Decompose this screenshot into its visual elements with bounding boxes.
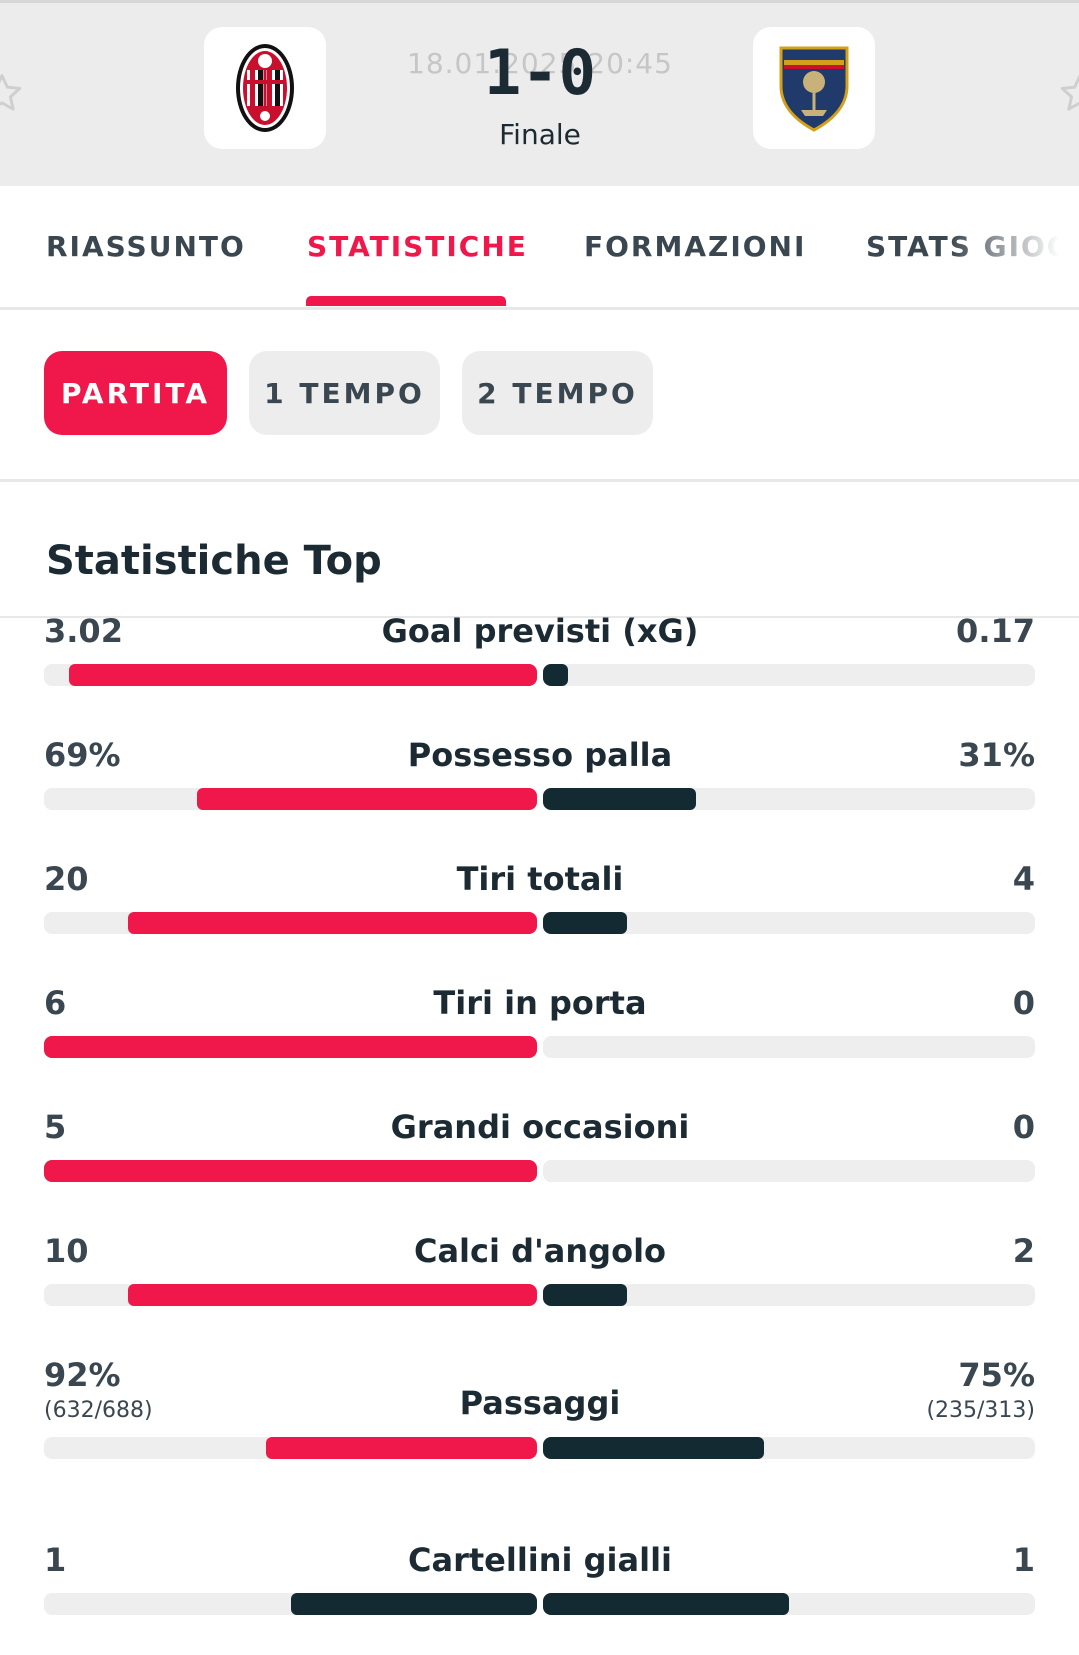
favorite-star-icon[interactable] [1058,71,1079,115]
stat-away-value: 4 [1012,860,1035,898]
stat-home-value: 6 [44,984,67,1022]
home-bar-fill [68,664,537,686]
home-bar-fill [127,1284,537,1306]
home-bar-fill [290,1593,537,1615]
home-bar-track [44,664,537,686]
away-bar-track [543,1437,1035,1459]
stat-home-value: 5 [44,1108,67,1146]
home-bar-track [44,788,537,810]
stat-label: Goal previsti (xG) [381,612,699,650]
section-title: Statistiche Top [46,538,382,584]
favorite-star-icon[interactable] [0,71,24,115]
stat-home-value: 92% [44,1356,121,1394]
away-team-logo[interactable] [753,27,875,149]
stat-home-value: 3.02 [44,612,123,650]
stat-away-value: 0 [1012,984,1035,1022]
period-filter: PARTITA 1 TEMPO 2 TEMPO [0,310,1079,482]
stat-label: Tiri totali [456,860,624,898]
match-score: 1-0 [484,36,596,109]
tabs-overflow-fade [949,186,1079,306]
home-bar-track [44,1036,537,1058]
stat-away-value: 31% [958,736,1035,774]
stat-away-value: 75% [958,1356,1035,1394]
match-header: 18.01.2025 20:45 1-0 Finale [0,0,1079,186]
period-1-tempo-button[interactable]: 1 TEMPO [249,351,440,435]
stat-away-value: 0.17 [956,612,1035,650]
home-bar-track [44,1437,537,1459]
match-tabs: RIASSUNTO STATISTICHE FORMAZIONI STATS G… [0,186,1079,310]
stat-label: Passaggi [459,1384,621,1422]
away-bar-track [543,1593,1035,1615]
stat-label: Cartellini gialli [407,1541,673,1579]
active-tab-indicator [306,296,506,306]
away-bar-fill [543,664,568,686]
home-bar-fill [127,912,537,934]
stat-away-value: 2 [1012,1232,1035,1270]
stat-away-detail: (235/313) [926,1398,1035,1423]
period-2-tempo-button[interactable]: 2 TEMPO [462,351,653,435]
stat-away-value: 1 [1012,1541,1035,1579]
stat-home-value: 20 [44,860,89,898]
tab-formazioni[interactable]: FORMAZIONI [584,230,807,263]
tab-riassunto[interactable]: RIASSUNTO [46,230,246,263]
home-bar-fill [44,1036,537,1058]
us-lecce-crest-icon [779,46,849,132]
home-bar-track [44,1284,537,1306]
away-bar-track [543,664,1035,686]
home-bar-track [44,912,537,934]
away-bar-fill [543,1593,789,1615]
period-partita-button[interactable]: PARTITA [44,351,227,435]
stat-home-value: 1 [44,1541,67,1579]
stat-home-value: 10 [44,1232,89,1270]
home-bar-track [44,1160,537,1182]
home-bar-fill [265,1437,537,1459]
away-bar-track [543,1160,1035,1182]
stat-home-value: 69% [44,736,121,774]
stat-away-value: 0 [1012,1108,1035,1146]
away-bar-fill [543,1437,765,1459]
stat-label: Grandi occasioni [390,1108,690,1146]
home-bar-fill [196,788,537,810]
home-bar-fill [44,1160,537,1182]
away-bar-track [543,788,1035,810]
stat-label: Tiri in porta [433,984,647,1022]
match-status: Finale [499,118,581,151]
top-stats-section-header: Statistiche Top [0,482,1079,618]
stat-home-detail: (632/688) [44,1398,153,1423]
match-date-time: 18.01.2025 20:45 [407,47,673,80]
home-team-logo[interactable] [204,27,326,149]
ac-milan-crest-icon [236,44,294,132]
away-bar-fill [543,912,627,934]
away-bar-track [543,1284,1035,1306]
away-bar-track [543,912,1035,934]
away-bar-track [543,1036,1035,1058]
away-bar-fill [543,1284,627,1306]
stat-label: Possesso palla [407,736,673,774]
home-bar-track [44,1593,537,1615]
away-bar-fill [543,788,696,810]
tab-statistiche[interactable]: STATISTICHE [307,230,528,263]
stat-label: Calci d'angolo [413,1232,667,1270]
